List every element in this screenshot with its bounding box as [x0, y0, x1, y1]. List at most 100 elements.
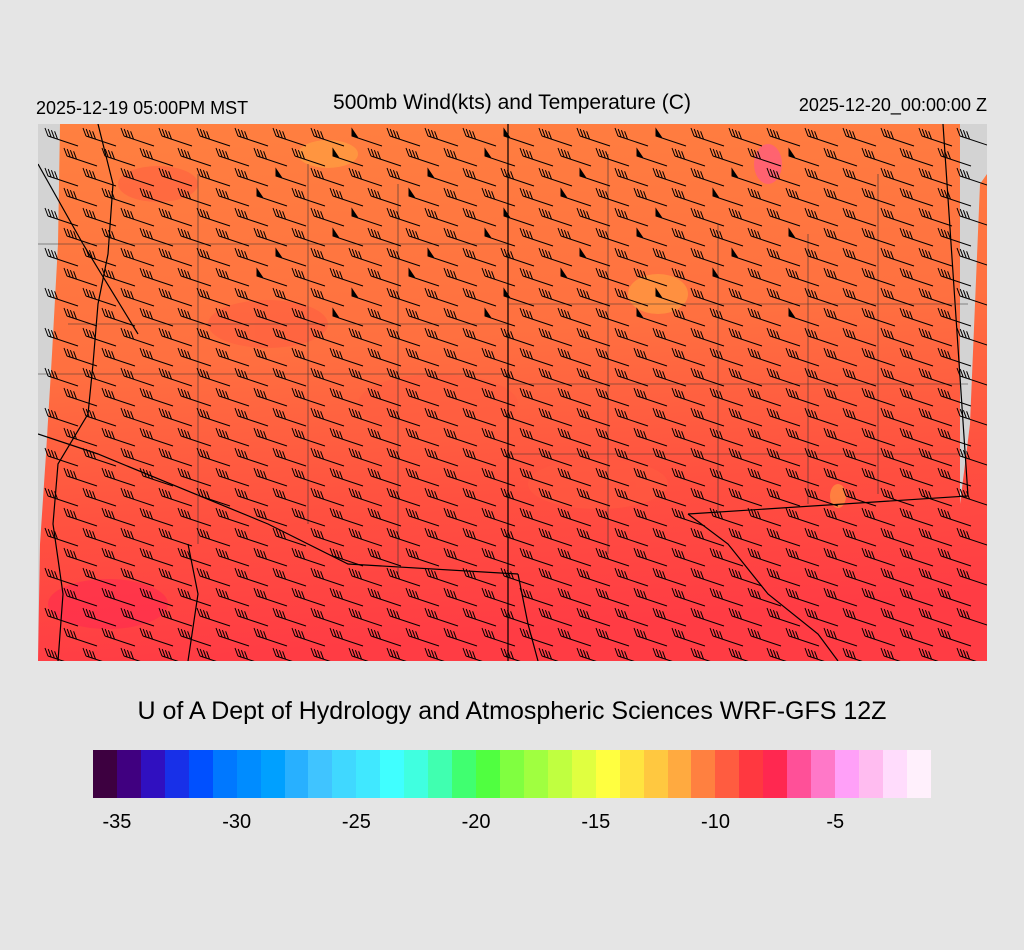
wind-barb [918, 167, 953, 187]
wind-barb [367, 347, 402, 367]
wind-barb [405, 147, 440, 167]
wind-barb [636, 227, 668, 247]
wind-barb [329, 187, 364, 207]
wind-barb [766, 167, 801, 187]
wind-barb [861, 587, 896, 607]
wind-barb [120, 607, 155, 627]
wind-barb [386, 247, 421, 267]
wind-barb [63, 307, 98, 327]
wind-barb [386, 487, 421, 507]
wind-barb [139, 427, 174, 447]
wind-barb [636, 147, 668, 167]
wind-barb [329, 547, 364, 567]
wind-barb [234, 487, 269, 507]
wind-barb [747, 267, 782, 287]
wind-barb [747, 347, 782, 367]
wind-barb [424, 287, 459, 307]
wind-barb [766, 247, 801, 267]
wind-barb [633, 387, 668, 407]
wind-barb [310, 647, 331, 661]
wind-barb [576, 367, 611, 387]
wind-barb [956, 247, 987, 266]
wind-barb [348, 247, 383, 267]
wind-barb [462, 127, 497, 147]
wind-barb [215, 547, 250, 567]
wind-barb [63, 387, 98, 407]
wind-barb [823, 547, 858, 567]
wind-barb [899, 387, 934, 407]
wind-barb [956, 607, 987, 626]
wind-barb [253, 507, 288, 527]
wind-barb [101, 227, 136, 247]
colorbar-tick-label: -5 [826, 811, 845, 833]
wind-barb [44, 487, 79, 507]
wind-barb [560, 267, 592, 287]
wind-barb [728, 527, 763, 547]
wind-barb [253, 467, 288, 487]
colorbar-swatch [116, 750, 141, 798]
wind-barb [272, 447, 307, 467]
wind-barb [253, 547, 288, 567]
wind-barb [519, 387, 554, 407]
wind-barb [576, 327, 611, 347]
wind-barb [709, 587, 744, 607]
wind-barb [579, 167, 611, 187]
wind-barb [503, 207, 535, 227]
wind-barb [652, 487, 687, 507]
wind-barb [351, 207, 383, 227]
wind-barbs [44, 127, 987, 661]
wind-barb [690, 247, 725, 267]
wind-barb [443, 387, 478, 407]
colorbar-swatch [835, 750, 859, 798]
wind-barb [709, 227, 744, 247]
wind-barb [234, 367, 269, 387]
wind-barb [348, 567, 383, 587]
wind-barb [272, 487, 307, 507]
wind-barb [918, 527, 953, 547]
wind-barb [196, 487, 231, 507]
wind-barb [424, 607, 459, 627]
wind-barb [861, 627, 896, 647]
wind-barb [690, 447, 725, 467]
wind-barb [728, 447, 763, 467]
wind-barb [101, 587, 136, 607]
wind-barb [823, 267, 858, 287]
wind-barb [462, 287, 497, 307]
wind-barb [614, 607, 649, 627]
wind-barb [196, 167, 231, 187]
wind-barb [253, 347, 288, 367]
wind-barb [519, 507, 554, 527]
wind-barb [215, 307, 250, 327]
wind-barb [405, 627, 440, 647]
wind-barb [500, 367, 535, 387]
wind-barb [462, 567, 497, 587]
wind-barb [500, 647, 521, 661]
wind-barb [823, 347, 858, 367]
wind-barb [272, 207, 307, 227]
wind-barb [690, 167, 725, 187]
wind-barb [348, 527, 383, 547]
wind-barb [158, 647, 179, 661]
wind-barb [747, 627, 782, 647]
wind-barb [652, 567, 687, 587]
wind-barb [595, 587, 630, 607]
wind-barb [823, 227, 858, 247]
wind-barb [804, 167, 839, 187]
wind-barb [367, 627, 402, 647]
colorbar-tick-label: -10 [701, 811, 730, 833]
wind-barb [804, 367, 839, 387]
wind-barb [785, 267, 820, 287]
wind-barb [880, 407, 915, 427]
wind-barb [120, 247, 155, 267]
wind-barb [443, 187, 478, 207]
colorbar-swatch [308, 750, 333, 798]
wind-barb [671, 507, 706, 527]
wind-barb [595, 467, 630, 487]
colorbar-swatch [643, 750, 668, 798]
wind-barb [747, 147, 782, 167]
wind-barb [918, 127, 953, 147]
wind-barb [256, 267, 288, 287]
local-time-label: 2025-12-19 05:00PM MST [36, 98, 249, 118]
colorbar-swatch [667, 750, 692, 798]
wind-barb [351, 287, 383, 307]
